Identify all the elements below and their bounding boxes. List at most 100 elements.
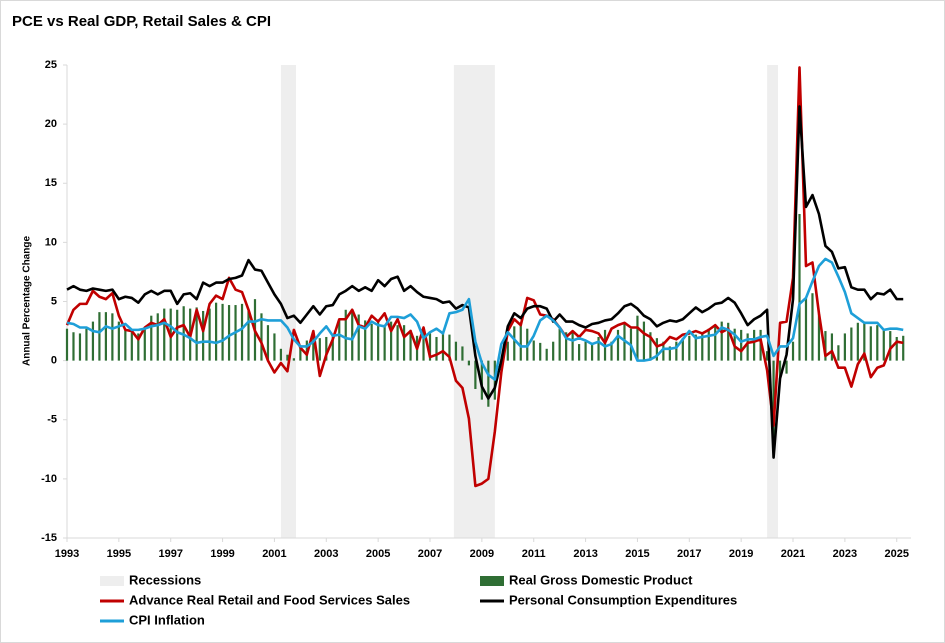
y-tick-label: 5 [51, 295, 57, 307]
gdp-bar [856, 322, 859, 361]
gdp-bar [597, 336, 600, 361]
gdp-bar [565, 332, 568, 361]
gdp-bar [785, 360, 788, 374]
gdp-bar [338, 320, 341, 361]
gdp-bar [370, 323, 373, 361]
gdp-bar [895, 336, 898, 361]
gdp-bar [150, 315, 153, 361]
gdp-bar [448, 334, 451, 361]
gdp-bar [863, 322, 866, 361]
gdp-bar [513, 326, 516, 361]
legend-label: Personal Consumption Expenditures [509, 592, 737, 607]
gdp-bar [104, 312, 107, 361]
gdp-bar [260, 313, 263, 361]
gdp-bar [111, 313, 114, 361]
gdp-bar [649, 332, 652, 361]
gdp-bar [383, 325, 386, 361]
gdp-bar [681, 338, 684, 361]
x-tick-label: 2003 [314, 548, 338, 560]
gdp-bar [843, 333, 846, 361]
gdp-bar [804, 297, 808, 361]
gdp-bar [545, 348, 548, 361]
gdp-bar [519, 323, 522, 361]
legend-swatch [480, 576, 504, 586]
gdp-bar [675, 341, 678, 361]
legend-label: Real Gross Domestic Product [509, 572, 693, 587]
gdp-bar [467, 360, 471, 366]
gdp-bar [286, 354, 289, 361]
recession-band [453, 65, 495, 538]
series-line [66, 105, 904, 459]
gdp-bar [247, 310, 250, 361]
gdp-bar [214, 302, 218, 361]
gdp-bar [610, 341, 613, 361]
x-tick-label: 1997 [158, 548, 182, 560]
gdp-bar [552, 341, 555, 361]
gdp-bar [331, 334, 334, 361]
gdp-bar [765, 351, 769, 361]
x-tick-label: 2001 [262, 548, 286, 560]
x-tick-label: 1995 [107, 548, 131, 560]
recession-band [280, 65, 296, 538]
gdp-bar [202, 310, 205, 361]
gdp-bar [72, 332, 75, 361]
gdp-bar [85, 328, 88, 361]
gdp-bar [176, 309, 179, 361]
gdp-bar [850, 327, 853, 361]
y-tick-label: -5 [47, 414, 57, 426]
legend-label: Advance Real Retail and Food Services Sa… [129, 592, 410, 607]
gdp-bar [558, 328, 561, 361]
gdp-bar [78, 333, 82, 361]
gdp-bar [364, 320, 367, 361]
gdp-bar [357, 314, 360, 361]
gdp-bar [642, 321, 646, 361]
gdp-bar [227, 305, 231, 361]
y-tick-label: -15 [41, 532, 57, 544]
gdp-bar [701, 333, 704, 361]
y-axis-label: Annual Percentage Change [22, 236, 33, 366]
x-tick-label: 2005 [366, 548, 390, 560]
gdp-bar [487, 360, 490, 407]
gdp-bar [817, 313, 821, 361]
gdp-bar [636, 315, 639, 361]
gdp-bar [156, 313, 159, 361]
x-tick-label: 2025 [884, 548, 908, 560]
series-line [65, 66, 904, 488]
gdp-bar [195, 307, 198, 361]
x-tick-label: 1999 [210, 548, 234, 560]
gdp-bar [889, 331, 892, 361]
gdp-bar [221, 303, 224, 361]
gdp-bar [824, 331, 827, 361]
gdp-bar [571, 331, 574, 361]
gdp-bar [584, 341, 587, 361]
y-tick-label: 20 [45, 118, 57, 130]
gdp-bar [746, 333, 749, 361]
gdp-bar [240, 303, 244, 361]
gdp-bar [377, 320, 380, 361]
gdp-bar [694, 334, 697, 361]
gdp-bar [753, 329, 756, 361]
gdp-bar [266, 325, 270, 361]
x-tick-label: 2007 [418, 548, 442, 560]
gdp-bar [143, 328, 146, 361]
x-tick-label: 2015 [625, 548, 649, 560]
legend-swatch [100, 576, 124, 586]
x-tick-label: 2023 [833, 548, 857, 560]
gdp-bar [616, 329, 620, 361]
gdp-bar [351, 310, 354, 361]
y-tick-label: 15 [45, 177, 57, 189]
gdp-bar [876, 325, 879, 361]
y-tick-label: -10 [41, 473, 57, 485]
gdp-bar [623, 323, 626, 361]
x-tick-label: 1993 [55, 548, 79, 560]
series-line [66, 257, 904, 381]
gdp-bar [124, 329, 127, 361]
y-tick-label: 25 [45, 59, 57, 71]
gdp-bar [714, 325, 717, 361]
gdp-bar [532, 340, 535, 361]
gdp-bar [299, 345, 302, 361]
gdp-bar [65, 328, 69, 361]
gdp-bar [98, 312, 101, 361]
gdp-bar [727, 322, 730, 361]
